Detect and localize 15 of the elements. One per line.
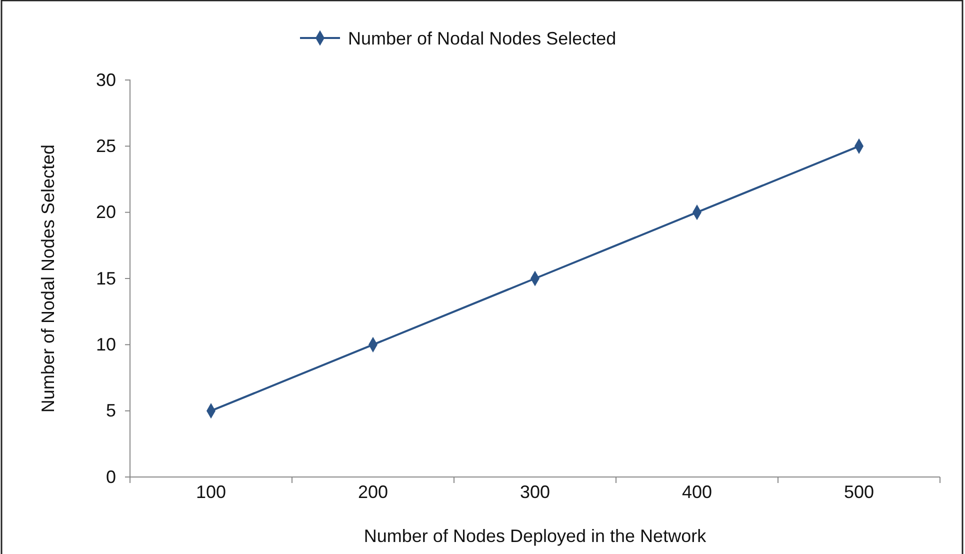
y-axis-title: Number of Nodal Nodes Selected: [38, 144, 58, 413]
x-tick-label: 100: [196, 482, 226, 502]
x-tick-label: 200: [358, 482, 388, 502]
legend-label: Number of Nodal Nodes Selected: [348, 28, 616, 48]
x-tick-label: 400: [682, 482, 712, 502]
y-tick-label: 10: [96, 334, 116, 354]
x-tick-label: 300: [520, 482, 550, 502]
y-tick-label: 25: [96, 136, 116, 156]
y-tick-label: 30: [96, 70, 116, 90]
x-tick-label: 500: [844, 482, 874, 502]
y-tick-label: 0: [106, 466, 116, 487]
y-tick-label: 15: [96, 268, 116, 288]
x-axis-title: Number of Nodes Deployed in the Network: [364, 526, 708, 546]
y-tick-label: 20: [96, 202, 116, 222]
y-tick-label: 5: [106, 400, 116, 421]
